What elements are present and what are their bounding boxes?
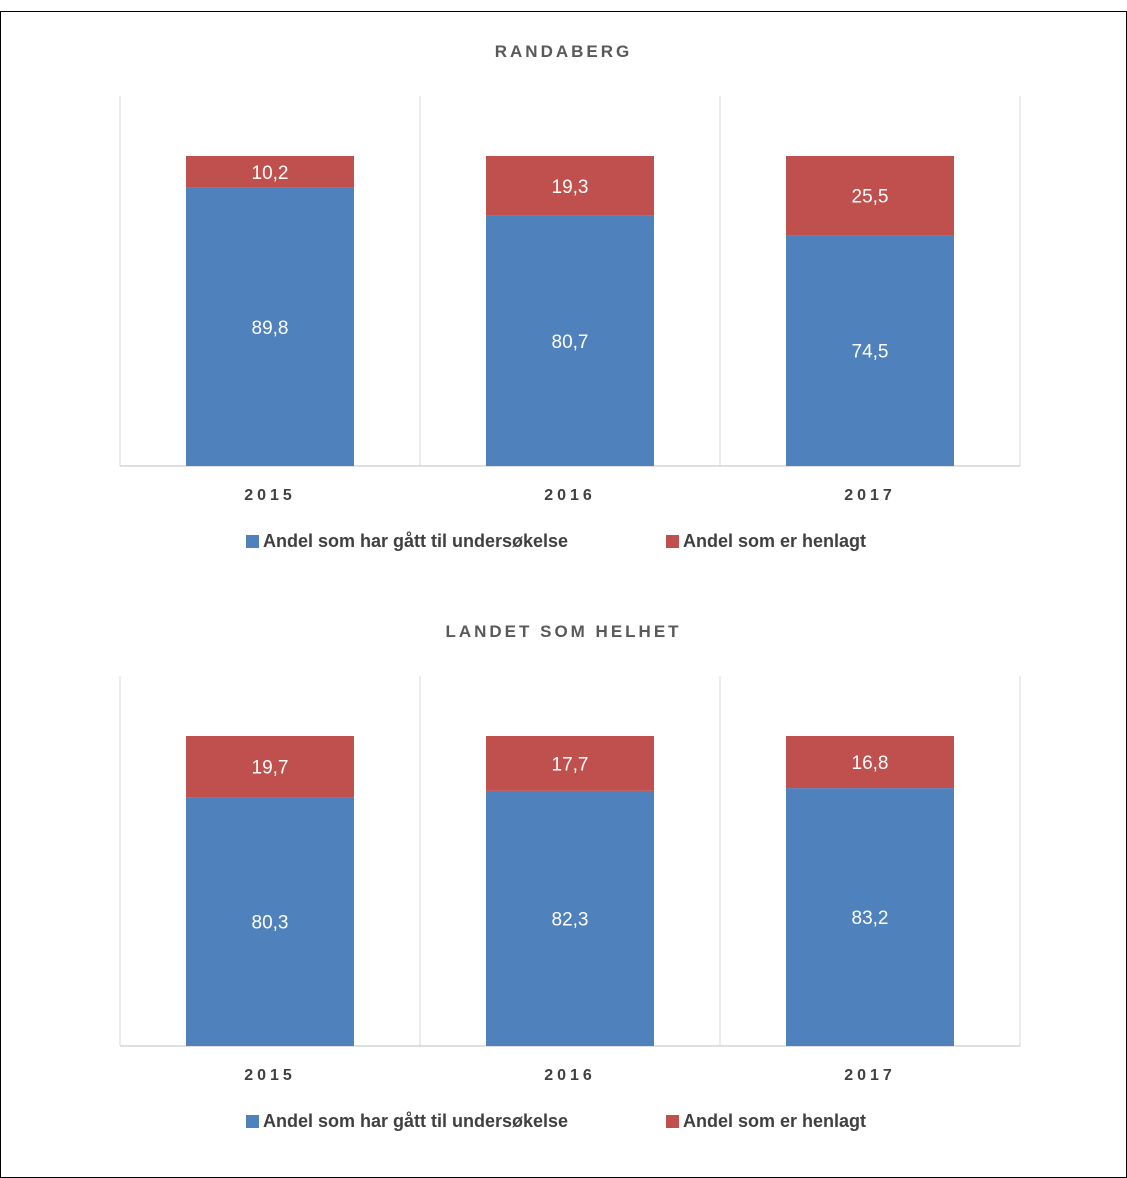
data-label: 89,8 xyxy=(252,318,289,339)
x-tick-label: 2017 xyxy=(844,1067,896,1084)
chart-title: RANDABERG xyxy=(495,42,633,61)
bar-henlagt xyxy=(486,736,654,791)
legend-swatch-undersokelse xyxy=(246,535,259,548)
legend-swatch-henlagt xyxy=(666,1115,679,1128)
bar-undersokelse xyxy=(486,790,654,1046)
bar-henlagt xyxy=(786,736,954,789)
legend-label: Andel som har gått til undersøkelse xyxy=(263,1111,568,1131)
bar-undersokelse xyxy=(786,788,954,1046)
legend-label: Andel som er henlagt xyxy=(683,1111,866,1131)
data-label: 80,7 xyxy=(552,332,589,353)
data-label: 19,3 xyxy=(552,177,589,198)
x-tick-label: 2015 xyxy=(244,487,296,504)
header-strip xyxy=(0,0,1127,12)
x-tick-label: 2017 xyxy=(844,487,896,504)
chart-title: LANDET SOM HELHET xyxy=(445,622,681,641)
data-label: 10,2 xyxy=(252,163,289,184)
bar-undersokelse xyxy=(786,235,954,466)
data-label: 83,2 xyxy=(852,908,889,929)
legend-swatch-henlagt xyxy=(666,535,679,548)
data-label: 74,5 xyxy=(852,342,889,363)
bar-undersokelse xyxy=(186,797,354,1046)
data-label: 19,7 xyxy=(252,758,289,779)
legend-label: Andel som har gått til undersøkelse xyxy=(263,531,568,551)
bar-henlagt xyxy=(186,736,354,798)
legend-label: Andel som er henlagt xyxy=(683,531,866,551)
x-tick-label: 2016 xyxy=(544,487,596,504)
x-tick-label: 2016 xyxy=(544,1067,596,1084)
data-label: 82,3 xyxy=(552,909,589,930)
bar-henlagt xyxy=(786,156,954,236)
data-label: 25,5 xyxy=(852,187,889,208)
data-label: 17,7 xyxy=(552,754,589,775)
bar-undersokelse xyxy=(486,215,654,466)
bar-henlagt xyxy=(486,156,654,216)
chart-landet-som-helhet: LANDET SOM HELHET 80,3 19,7 2015 82,3 17,7 201… xyxy=(119,622,1021,1131)
data-label: 16,8 xyxy=(852,753,889,774)
bar-undersokelse xyxy=(186,187,354,466)
x-tick-label: 2015 xyxy=(244,1067,296,1084)
bar-henlagt xyxy=(186,156,354,188)
legend-swatch-undersokelse xyxy=(246,1115,259,1128)
chart-randaberg: RANDABERG 89,8 10,2 2015 80,7 19,3 2016 74,5 25,… xyxy=(119,42,1021,551)
data-label: 80,3 xyxy=(252,913,289,934)
